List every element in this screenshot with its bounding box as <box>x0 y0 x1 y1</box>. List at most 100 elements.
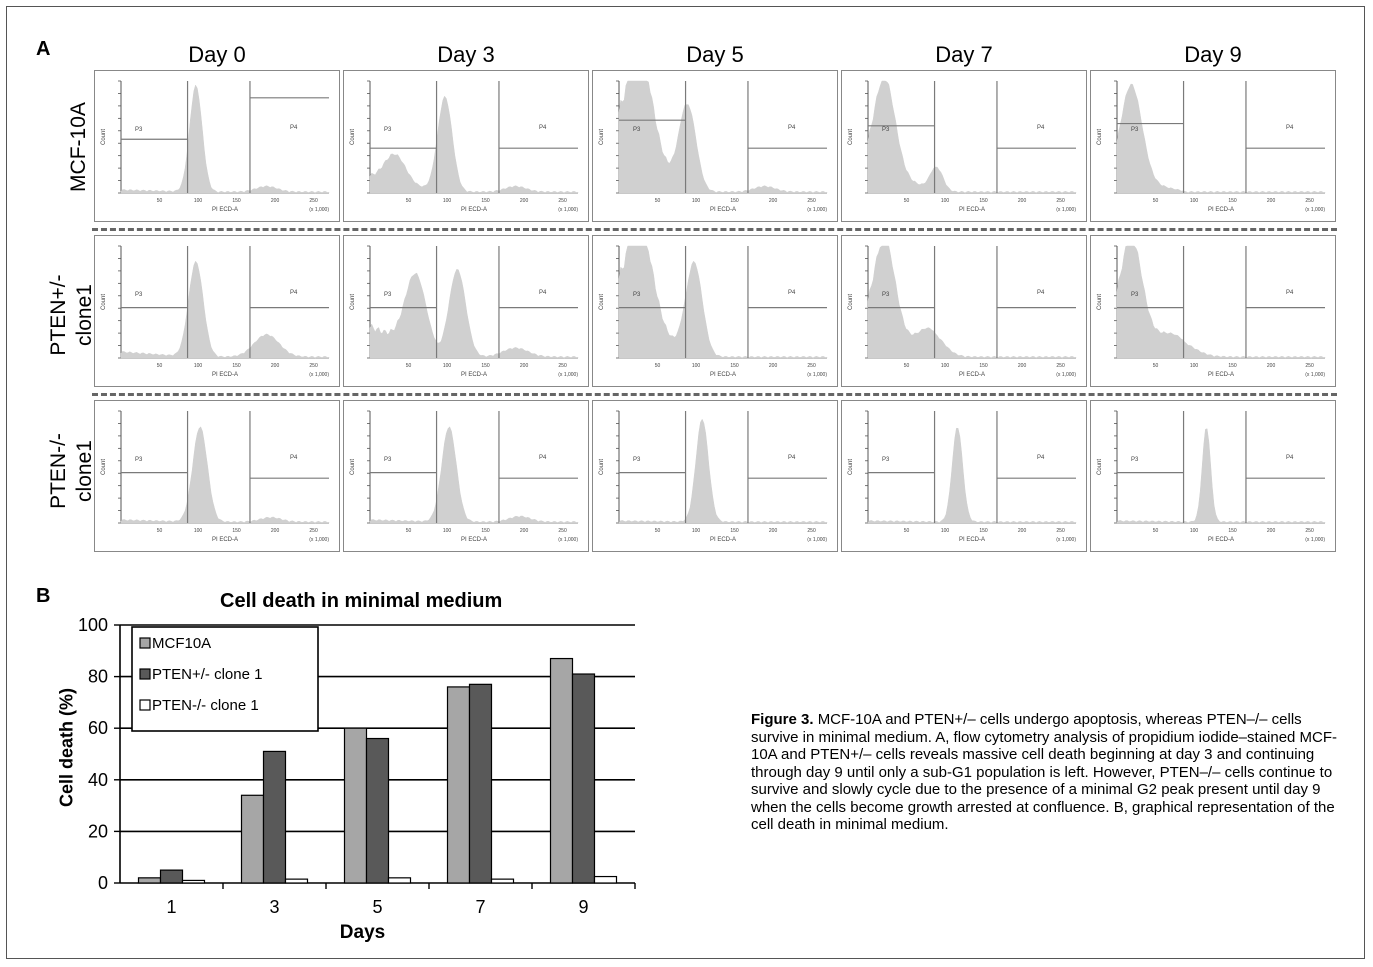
gate-p4-label: P4 <box>1037 125 1045 131</box>
hist-x-tick-label: 200 <box>769 528 778 534</box>
hist-x-tick-label: 100 <box>692 363 701 369</box>
hist-x-tick-label: 100 <box>1190 363 1199 369</box>
day-label-0: Day 0 <box>188 42 246 67</box>
histogram-r2-c2: P3 P4 Count 50 100 150 200 250 PI ECD-A (x 1,000) <box>592 400 838 552</box>
row-label-pten-null-line1: PTEN-/- <box>47 433 70 509</box>
hist-x-tick-label: 200 <box>271 198 280 204</box>
gate-p3-label: P3 <box>882 292 890 298</box>
day-label-5: Day 5 <box>686 42 744 67</box>
legend-label-0: MCF10A <box>152 635 211 652</box>
histogram-r0-c0: P3 P4 Count 50 100 150 200 250 PI ECD-A (x 1,000) <box>94 70 340 222</box>
hist-x-unit: (x 1,000) <box>558 372 578 378</box>
hist-x-tick-label: 150 <box>481 363 490 369</box>
hist-x-tick-label: 200 <box>520 198 529 204</box>
gate-p4-label: P4 <box>788 290 796 296</box>
hist-x-tick-label: 100 <box>692 198 701 204</box>
hist-x-tick-label: 250 <box>1056 198 1065 204</box>
gate-p4-label: P4 <box>539 290 547 296</box>
hist-x-unit: (x 1,000) <box>1305 537 1325 543</box>
hist-distribution <box>369 268 579 359</box>
hist-x-unit: (x 1,000) <box>309 207 329 213</box>
x-tick-label: 1 <box>166 897 176 917</box>
y-tick-label: 100 <box>78 615 108 635</box>
gate-p3-label: P3 <box>384 292 392 298</box>
hist-distribution <box>369 95 579 194</box>
histogram-r1-c4: P3 P4 Count 50 100 150 200 250 PI ECD-A (x 1,000) <box>1090 235 1336 387</box>
hist-x-unit: (x 1,000) <box>1305 207 1325 213</box>
hist-x-tick-label: 250 <box>558 363 567 369</box>
x-tick-label: 7 <box>475 897 485 917</box>
hist-x-tick-label: 150 <box>1228 363 1237 369</box>
hist-y-label: Count <box>848 459 854 475</box>
hist-y-label: Count <box>350 459 356 475</box>
bar-1-4 <box>571 673 596 884</box>
hist-distribution <box>120 260 330 359</box>
hist-y-label: Count <box>101 459 107 475</box>
hist-x-tick-label: 200 <box>520 528 529 534</box>
hist-x-tick-label: 150 <box>979 528 988 534</box>
hist-x-tick-label: 100 <box>941 198 950 204</box>
hist-x-label: PI ECD-A <box>461 537 487 543</box>
hist-x-tick-label: 50 <box>904 363 910 369</box>
hist-x-tick-label: 100 <box>443 363 452 369</box>
gate-p3-label: P3 <box>135 457 143 463</box>
hist-y-label: Count <box>599 459 605 475</box>
gate-p3-label: P3 <box>135 127 143 133</box>
gate-p3-label: P3 <box>882 127 890 133</box>
hist-distribution <box>120 426 330 524</box>
legend-label-1: PTEN+/- clone 1 <box>152 666 262 683</box>
hist-x-tick-label: 200 <box>1018 198 1027 204</box>
hist-x-tick-label: 150 <box>1228 198 1237 204</box>
hist-distribution <box>867 245 1077 359</box>
hist-x-tick-label: 200 <box>1267 363 1276 369</box>
gate-p3-label: P3 <box>633 127 641 133</box>
legend-swatch-1 <box>139 668 151 680</box>
hist-distribution <box>618 80 828 194</box>
gate-p4-label: P4 <box>290 125 298 131</box>
hist-x-tick-label: 50 <box>1153 198 1159 204</box>
bar-2-2 <box>387 877 412 884</box>
caption-figure-label: Figure 3. <box>751 711 814 728</box>
hist-distribution <box>369 426 579 524</box>
hist-x-label: PI ECD-A <box>212 372 238 378</box>
hist-x-label: PI ECD-A <box>1208 207 1234 213</box>
hist-x-tick-label: 150 <box>730 198 739 204</box>
hist-y-label: Count <box>1097 294 1103 310</box>
hist-x-unit: (x 1,000) <box>309 372 329 378</box>
hist-x-unit: (x 1,000) <box>807 207 827 213</box>
hist-x-unit: (x 1,000) <box>1056 372 1076 378</box>
hist-distribution <box>120 84 330 194</box>
hist-x-tick-label: 250 <box>1056 363 1065 369</box>
hist-distribution <box>1116 428 1326 524</box>
histogram-r2-c3: P3 P4 Count 50 100 150 200 250 PI ECD-A (x 1,000) <box>841 400 1087 552</box>
hist-y-label: Count <box>350 129 356 145</box>
hist-x-tick-label: 150 <box>730 363 739 369</box>
panel-a-letter: A <box>36 38 51 60</box>
bar-2-0 <box>181 879 206 884</box>
panel-b-letter: B <box>36 585 51 607</box>
legend-box <box>131 626 319 732</box>
hist-x-tick-label: 200 <box>1267 528 1276 534</box>
hist-x-tick-label: 200 <box>1018 528 1027 534</box>
bar-0-1 <box>240 794 265 884</box>
gate-p3-label: P3 <box>1131 127 1139 133</box>
gate-p4-label: P4 <box>788 125 796 131</box>
hist-x-tick-label: 50 <box>655 363 661 369</box>
hist-x-label: PI ECD-A <box>959 537 985 543</box>
gate-p4-label: P4 <box>1286 125 1294 131</box>
hist-x-tick-label: 100 <box>194 528 203 534</box>
hist-x-tick-label: 150 <box>1228 528 1237 534</box>
gate-p3-label: P3 <box>882 457 890 463</box>
hist-x-label: PI ECD-A <box>710 207 736 213</box>
figure-frame <box>6 6 1365 959</box>
x-tick-label: 5 <box>372 897 382 917</box>
hist-x-tick-label: 250 <box>309 528 318 534</box>
x-axis-label: Days <box>340 922 385 943</box>
hist-x-tick-label: 250 <box>1305 198 1314 204</box>
figure-caption: Figure 3. MCF-10A and PTEN+/– cells unde… <box>751 711 1351 834</box>
hist-x-tick-label: 200 <box>1018 363 1027 369</box>
hist-x-tick-label: 250 <box>1056 528 1065 534</box>
row-label-pten-het-line1: PTEN+/- <box>47 274 70 356</box>
hist-y-label: Count <box>848 294 854 310</box>
hist-x-tick-label: 100 <box>941 528 950 534</box>
